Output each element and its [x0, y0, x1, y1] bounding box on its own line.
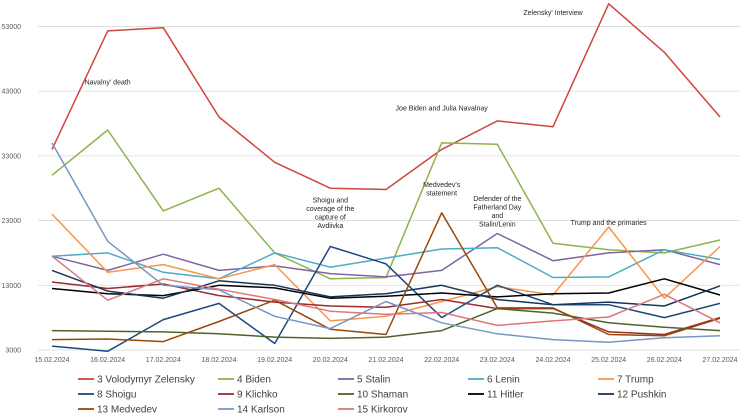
annotation-line: Stalin/Lenin: [479, 222, 516, 229]
annotation-7: Zelensky' Interview: [523, 10, 583, 17]
x-tick-label: 21.02.2024: [368, 357, 403, 364]
x-tick-label: 19.02.2024: [257, 357, 292, 364]
legend-label-11: 13 Medvedev: [97, 405, 157, 416]
annotation-5: Defender of the Fatherland Day and Stalin/L…: [473, 196, 522, 229]
x-tick-label: 25.02.2024: [591, 357, 626, 364]
legend-label-3: 5 Stalin: [357, 375, 390, 386]
annotation-line: and: [491, 213, 503, 220]
annotation-line: Shoigu and: [313, 197, 349, 204]
x-tick-label: 23.02.2024: [480, 357, 515, 364]
legend-label-6: 8 Shoigu: [97, 390, 136, 401]
legend-label-9: 11 Hitler: [487, 390, 524, 401]
legend-label-2: 4 Biden: [237, 375, 271, 386]
x-tick-label: 20.02.2024: [313, 357, 348, 364]
annotation-line: Navalny' death: [85, 80, 131, 87]
series-line-3: [51, 232, 721, 278]
series-line-6: [51, 245, 721, 353]
x-tick-label: 17.02.2024: [146, 357, 181, 364]
annotation-line: Trump and the primaries: [571, 220, 647, 227]
x-tick-label: 22.02.2024: [424, 357, 459, 364]
annotation-line: Avdiivka: [317, 223, 343, 230]
annotation-line: Defender of the: [473, 196, 521, 203]
x-tick-label: 27.02.2024: [702, 357, 737, 364]
series-line-5: [51, 213, 721, 322]
legend-label-4: 6 Lenin: [487, 375, 520, 386]
x-tick-label: 26.02.2024: [647, 357, 682, 364]
legend-label-13: 15 Kirkorov: [357, 405, 408, 416]
y-tick-label: 23000: [2, 218, 22, 225]
series-line-7: [51, 281, 721, 336]
series-line-2: [51, 129, 721, 280]
legend: 3 Volodymyr Zelensky 4 Biden 5 Stalin 6 Len…: [78, 375, 666, 416]
y-tick-label: 33000: [2, 153, 22, 160]
series-line-13: [51, 255, 721, 327]
annotation-line: statement: [426, 190, 457, 197]
y-axis-ticks: 3000 13000 23000 33000 43000 53000: [2, 24, 22, 355]
annotation-1: Navalny' death: [85, 80, 131, 87]
series-line-12: [51, 142, 721, 343]
x-tick-label: 24.02.2024: [535, 357, 570, 364]
x-tick-label: 18.02.2024: [201, 357, 236, 364]
annotation-line: Joe Biden and Julia Navalnay: [396, 106, 489, 113]
y-tick-label: 53000: [2, 24, 22, 31]
y-tick-label: 43000: [2, 89, 22, 96]
legend-label-1: 3 Volodymyr Zelensky: [97, 375, 195, 386]
series-line-8: [51, 307, 721, 340]
series-line-4: [51, 246, 721, 280]
legend-label-5: 7 Trump: [617, 375, 654, 386]
legend-label-12: 14 Karlson: [237, 405, 285, 416]
annotation-4: Medvedev's statement: [423, 182, 461, 198]
legend-label-7: 9 Klichko: [237, 390, 278, 401]
annotations: Navalny' death Shoigu and coverage of the c…: [85, 10, 648, 230]
legend-label-10: 12 Pushkin: [617, 390, 666, 401]
legend-label-8: 10 Shaman: [357, 390, 408, 401]
y-tick-label: 13000: [2, 283, 22, 290]
annotation-line: capture of: [315, 214, 346, 221]
y-tick-label: 3000: [5, 348, 21, 355]
x-tick-label: 15.02.2024: [34, 357, 69, 364]
annotation-line: Medvedev's: [423, 182, 461, 189]
annotation-line: Fatherland Day: [473, 205, 521, 212]
series-lines: [51, 3, 721, 353]
annotation-line: coverage of the: [306, 206, 354, 213]
series-line-9: [51, 278, 721, 299]
annotation-6: Trump and the primaries: [571, 220, 647, 227]
series-line-10: [51, 269, 721, 307]
annotation-2: Shoigu and coverage of the capture of Avdii…: [306, 197, 354, 230]
annotation-line: Zelensky' Interview: [523, 10, 583, 17]
series-line-1: [51, 3, 721, 191]
series-line-11: [51, 212, 721, 343]
annotation-3: Joe Biden and Julia Navalnay: [396, 106, 489, 113]
x-tick-label: 16.02.2024: [90, 357, 125, 364]
x-axis-ticks: 15.02.2024 16.02.2024 17.02.2024 18.02.2024…: [34, 357, 737, 364]
